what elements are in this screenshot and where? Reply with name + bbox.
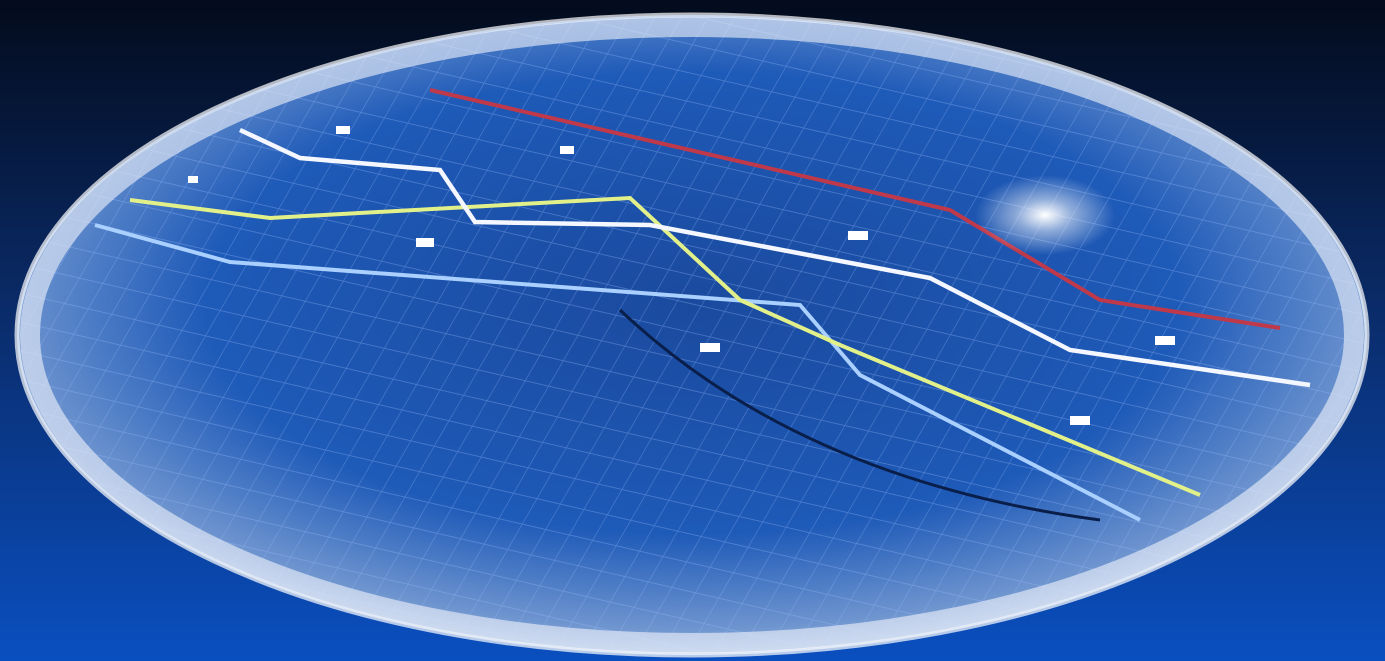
marker bbox=[188, 176, 198, 183]
red-line bbox=[429, 88, 1281, 330]
blue-line bbox=[94, 223, 1141, 522]
marker bbox=[848, 231, 868, 240]
lens-edge bbox=[14, 12, 1370, 658]
marker bbox=[336, 126, 350, 134]
dark-curve bbox=[618, 308, 1101, 522]
glare bbox=[975, 175, 1115, 255]
white-line bbox=[239, 127, 1311, 388]
marker bbox=[416, 238, 434, 247]
marker bbox=[1155, 336, 1175, 345]
marker bbox=[560, 146, 574, 154]
marker bbox=[700, 343, 720, 352]
yellow-line bbox=[129, 195, 1201, 497]
markers bbox=[188, 126, 1175, 425]
marker bbox=[1070, 416, 1090, 425]
